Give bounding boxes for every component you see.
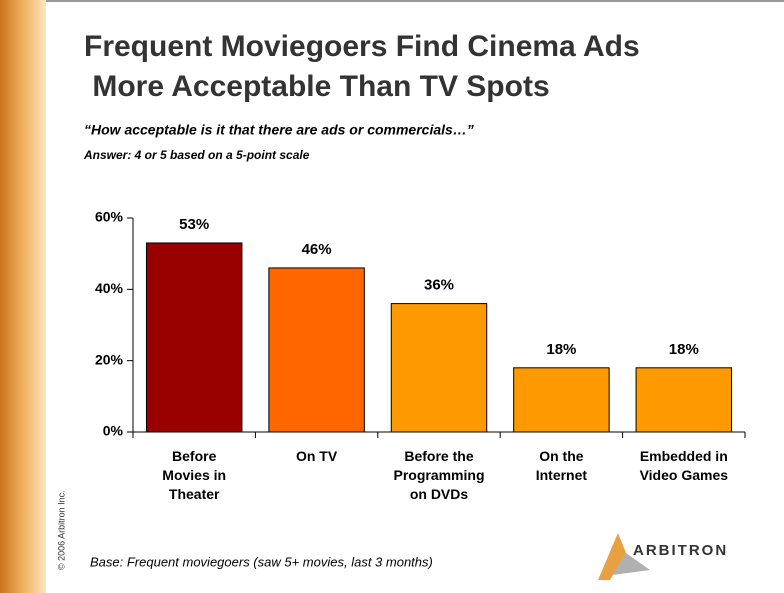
logo-text: ARBITRON bbox=[633, 542, 728, 559]
logo-mark bbox=[598, 533, 626, 580]
bar bbox=[390, 303, 488, 433]
side-strip bbox=[0, 0, 46, 593]
x-tick-label: Embedded in Video Games bbox=[640, 448, 729, 483]
copyright: © 2006 Arbitron Inc. bbox=[56, 490, 66, 570]
chart-title: Frequent Moviegoers Find Cinema Ads More… bbox=[84, 30, 640, 103]
value-label: 53% bbox=[179, 216, 209, 233]
note: Answer: 4 or 5 based on a 5-point scale bbox=[83, 148, 310, 162]
y-tick-label: 20% bbox=[95, 351, 124, 367]
x-tick-label: Before the Programming on DVDs bbox=[393, 448, 484, 502]
y-tick-label: 60% bbox=[95, 209, 124, 225]
x-tick-label: On the Internet bbox=[536, 448, 588, 483]
bar bbox=[635, 367, 733, 433]
logo: ARBITRON bbox=[598, 533, 728, 580]
subtitle: “How acceptable is it that there are ads… bbox=[84, 122, 474, 138]
bar bbox=[145, 242, 243, 433]
y-tick-label: 0% bbox=[103, 423, 124, 439]
bar bbox=[513, 367, 610, 433]
x-tick-label: On TV bbox=[296, 448, 338, 464]
value-label: 18% bbox=[669, 341, 699, 358]
value-label: 36% bbox=[424, 277, 454, 294]
y-tick-label: 40% bbox=[95, 280, 124, 296]
bar bbox=[268, 267, 365, 433]
footnote: Base: Frequent moviegoers (saw 5+ movies… bbox=[90, 554, 433, 569]
value-label: 18% bbox=[546, 341, 576, 358]
value-label: 46% bbox=[302, 241, 332, 258]
logo-mark-shade bbox=[612, 553, 650, 575]
x-tick-label: Before Movies in Theater bbox=[162, 448, 226, 502]
